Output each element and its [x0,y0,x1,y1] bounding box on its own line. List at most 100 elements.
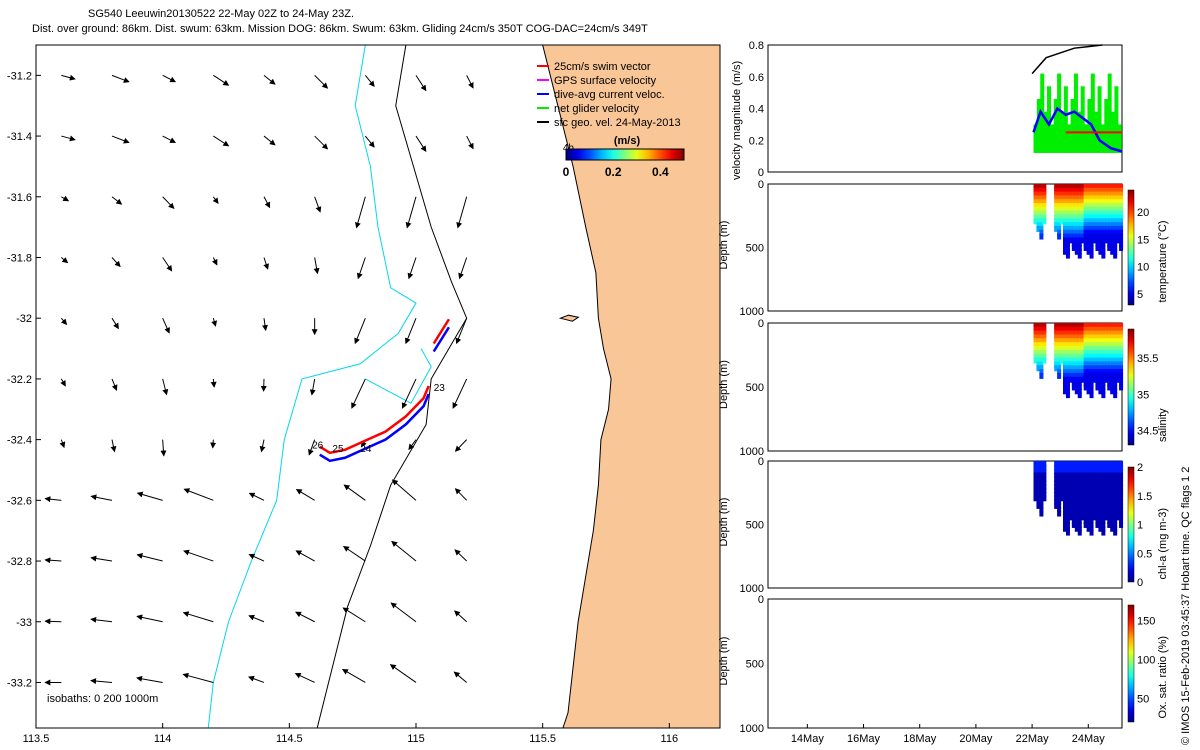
isobath-200m [316,44,468,729]
profile-cell [1068,233,1073,240]
map-ytick-label: -32.8 [7,556,32,568]
profile-cell [1063,483,1067,490]
profile-cell [1039,323,1044,329]
profile-cell [1113,483,1118,490]
profile-colorbar-tick: 34.5 [1137,426,1158,438]
profile-cell [1065,323,1070,329]
geo-vector [453,671,467,683]
profile-cell [1077,468,1082,475]
profile-cell [1065,244,1070,251]
profile-cell [1054,210,1059,217]
profile-cell [1063,210,1067,217]
profile-cell [1104,361,1109,368]
profile-cell [1071,487,1076,494]
profile-cell [1110,521,1115,528]
profile-cell [1098,191,1103,198]
profile-cell [1083,225,1088,232]
profile-cell [1098,218,1103,225]
profile-cell [1063,502,1067,509]
profile-cell [1036,472,1041,479]
geo-vector [454,439,468,452]
swim-vector-track-north [432,318,450,345]
net-velocity-bar [1100,124,1105,153]
profile-cell [1083,361,1088,368]
profile-cell [1092,464,1097,471]
profile-cell [1077,349,1082,356]
profile-cell [1074,372,1079,379]
profile-cell [1110,210,1115,217]
profile-cell [1119,195,1124,202]
profile-cell [1074,184,1079,190]
profile-cell [1060,195,1065,202]
geo-vector [263,196,271,209]
profile-cell [1057,233,1062,240]
profile-cell [1063,346,1067,353]
profile-cell [1086,184,1091,190]
geo-vector [294,672,315,683]
legend-entry: GPS surface velocity [554,75,657,87]
profile-cell [1074,349,1079,356]
profile-cell [1054,214,1059,221]
profile-cell [1113,214,1118,221]
profile-cell [1089,361,1094,368]
profile-cell [1098,468,1103,475]
profile-cell [1101,487,1106,494]
net-velocity-bar [1097,86,1102,153]
profile-cell [1083,464,1088,471]
profile-ytick-label: 0 [758,456,764,468]
profile-cell [1110,472,1115,479]
profile-cell [1107,218,1112,225]
profile-cell [1104,346,1109,353]
profile-cell [1107,502,1112,509]
profile-cell [1086,342,1091,349]
profile-cell [1119,330,1124,337]
net-velocity-bar [1090,73,1095,153]
map-colorbar-title: (m/s) [614,135,641,147]
profile-cell [1110,388,1115,395]
profile-cell [1092,502,1097,509]
profile-cell [1101,502,1106,509]
profile-cell [1071,241,1076,248]
profile-cell [1063,326,1067,333]
profile-cell [1068,323,1073,329]
profile-cell [1113,372,1118,379]
profile-cell [1110,487,1115,494]
profile-cell [1086,376,1091,383]
profile-cell [1107,184,1112,190]
profile-cell [1039,187,1044,194]
profile-cell [1086,203,1091,210]
profile-cell [1074,210,1079,217]
profile-cell [1119,233,1124,240]
profile-cell [1095,369,1100,376]
profile-cell [1098,334,1103,341]
profile-cell [1092,483,1097,490]
profile-cell [1095,244,1100,251]
profile-cell [1060,461,1065,467]
profile-cell [1063,499,1067,506]
profile-cell [1065,222,1070,229]
profile-cell [1086,491,1091,498]
profile-cell [1110,357,1115,364]
profile-cell [1063,468,1067,475]
profile-cell [1089,326,1094,333]
profile-cell [1033,480,1038,487]
profile-cell [1101,349,1106,356]
profile-cell [1107,214,1112,221]
profile-cell [1107,334,1112,341]
profile-cell [1092,218,1097,225]
profile-cell [1065,184,1070,190]
profile-cell [1068,464,1073,471]
profile-cell [1074,323,1079,329]
profile-cell [1068,199,1073,206]
profile-cell [1063,518,1067,525]
profile-cell [1071,480,1076,487]
profile-cell [1119,323,1124,329]
geo-vector [111,257,121,268]
profile-cell [1060,349,1065,356]
profile-cell [1086,365,1091,372]
profile-cell [1042,323,1047,329]
geo-vector [162,378,169,396]
profile-cell [1107,464,1112,471]
geo-vector [263,257,270,270]
